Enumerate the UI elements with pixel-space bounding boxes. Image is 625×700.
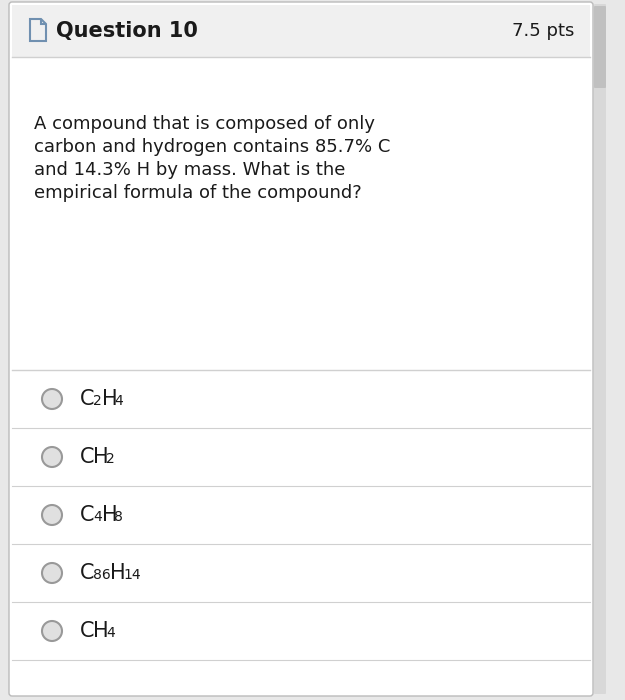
Text: H: H: [101, 389, 117, 409]
Text: empirical formula of the compound?: empirical formula of the compound?: [34, 184, 362, 202]
FancyBboxPatch shape: [594, 6, 606, 88]
Text: 14: 14: [123, 568, 141, 582]
Circle shape: [42, 447, 62, 467]
Circle shape: [42, 389, 62, 409]
Text: H: H: [110, 563, 126, 583]
Text: 4: 4: [106, 626, 114, 640]
Text: 2: 2: [93, 394, 102, 408]
Text: H: H: [101, 505, 117, 525]
Text: carbon and hydrogen contains 85.7% C: carbon and hydrogen contains 85.7% C: [34, 138, 391, 156]
Text: 2: 2: [106, 452, 114, 466]
Text: C: C: [80, 389, 94, 409]
Text: 7.5 pts: 7.5 pts: [512, 22, 574, 40]
Circle shape: [42, 563, 62, 583]
Text: C: C: [80, 505, 94, 525]
Text: 4: 4: [114, 394, 123, 408]
Text: H: H: [93, 447, 109, 467]
Text: C: C: [80, 563, 94, 583]
FancyBboxPatch shape: [12, 5, 590, 57]
FancyBboxPatch shape: [594, 4, 606, 694]
Text: Question 10: Question 10: [56, 21, 198, 41]
Text: 86: 86: [93, 568, 111, 582]
Text: A compound that is composed of only: A compound that is composed of only: [34, 115, 375, 133]
Text: C: C: [80, 447, 94, 467]
Text: H: H: [93, 621, 109, 641]
Text: C: C: [80, 621, 94, 641]
Text: 4: 4: [93, 510, 102, 524]
Circle shape: [42, 621, 62, 641]
Circle shape: [42, 505, 62, 525]
FancyBboxPatch shape: [9, 2, 593, 696]
Text: and 14.3% H by mass. What is the: and 14.3% H by mass. What is the: [34, 161, 346, 179]
Text: 8: 8: [114, 510, 123, 524]
